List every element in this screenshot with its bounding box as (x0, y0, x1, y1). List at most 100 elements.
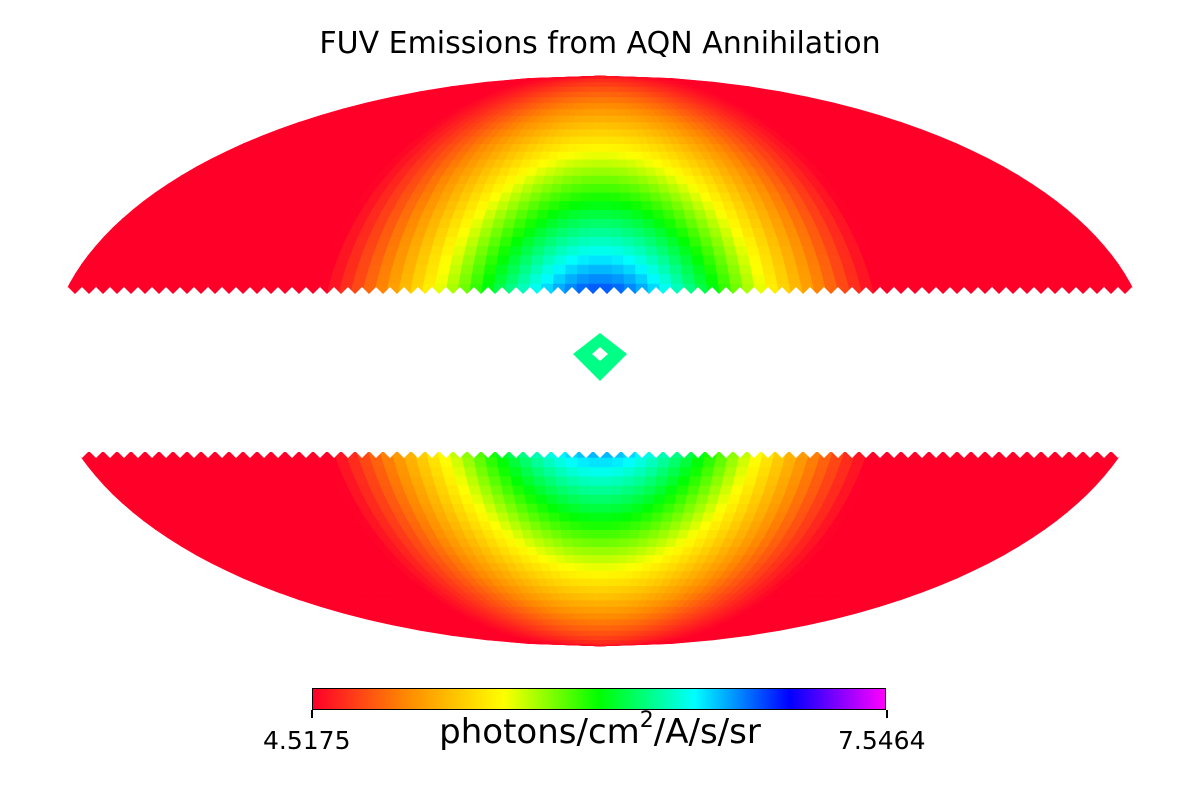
sky-pixel (631, 494, 644, 504)
sky-pixel (591, 570, 601, 579)
sky-pixel (617, 546, 629, 556)
sky-pixel (665, 475, 679, 486)
sky-pixel (727, 273, 742, 284)
sky-pixel (620, 503, 633, 513)
sky-pixel (620, 209, 633, 219)
sky-pixel (623, 143, 634, 152)
sky-pixel (615, 143, 626, 152)
sky-pixel (581, 554, 592, 564)
sky-pixel (599, 227, 612, 237)
sky-pixel (593, 606, 601, 614)
sky-pixel (546, 209, 559, 219)
sky-pixel (513, 494, 527, 504)
sky-pixel (632, 484, 645, 495)
sky-pixel (567, 494, 580, 504)
sky-pixel (606, 121, 615, 130)
sky-pixel (591, 136, 601, 144)
sky-pixel (555, 484, 568, 495)
sky-pixel (630, 209, 643, 219)
sky-pixel (605, 108, 613, 116)
sky-pixel (485, 466, 500, 477)
sky-pixel (599, 183, 611, 193)
sky-pixel (663, 494, 677, 504)
sky-pixel (570, 537, 582, 547)
sky-pixel (651, 503, 664, 513)
sky-pixel (589, 200, 601, 210)
sky-pixel (604, 612, 612, 620)
sky-pixel (652, 494, 666, 504)
sky-pixel (660, 511, 673, 522)
sky-pixel (690, 457, 705, 468)
sky-pixel (527, 200, 540, 210)
sky-pixel (714, 264, 729, 275)
sky-pixel (650, 200, 663, 210)
sky-pixel (630, 503, 643, 513)
sky-pixel (599, 96, 606, 104)
sky-pixel (625, 554, 637, 564)
sky-pixel (548, 192, 561, 202)
sky-pixel (470, 273, 484, 284)
sky-pixel (590, 546, 601, 556)
sky-pixel (576, 254, 589, 265)
sky-pixel (646, 273, 660, 284)
sky-pixel (713, 457, 728, 468)
sky-pixel (716, 273, 730, 284)
sky-pixel (645, 254, 658, 265)
sky-pixel (449, 254, 464, 265)
sky-pixel (599, 264, 613, 275)
sky-pixel (621, 484, 634, 495)
sky-pixel (593, 612, 601, 620)
sky-pixel (608, 546, 619, 556)
sky-pixel (624, 151, 635, 160)
sky-pixel (599, 511, 611, 522)
sky-pixel (616, 554, 628, 564)
sky-pixel (580, 175, 592, 185)
sky-pixel (616, 158, 628, 168)
sky-pixel (545, 218, 558, 228)
sky-pixel (599, 494, 612, 504)
sky-pixel (522, 484, 536, 495)
sky-pixel (667, 254, 682, 265)
sky-pixel (513, 218, 527, 228)
sky-pixel (570, 529, 582, 539)
sky-pixel (577, 227, 590, 237)
sky-pixel (577, 236, 590, 247)
sky-pixel (599, 102, 607, 110)
sky-pixel (711, 245, 726, 256)
sky-pixel (582, 562, 593, 571)
sky-pixel (610, 218, 622, 228)
sky-pixel (532, 236, 546, 247)
sky-pixel (658, 192, 672, 202)
sky-pixel (593, 108, 601, 116)
sky-pixel (554, 236, 568, 247)
sky-pixel (620, 218, 633, 228)
sky-pixel (579, 192, 591, 202)
sky-pixel (599, 529, 611, 539)
sky-pixel (618, 183, 630, 193)
sky-pixel (556, 218, 569, 228)
sky-pixel (529, 264, 543, 275)
sky-pixel (572, 158, 584, 168)
sky-pixel (472, 254, 487, 265)
sky-pixel (590, 166, 601, 176)
sky-pixel (644, 466, 658, 477)
sky-pixel (579, 183, 591, 193)
sky-pixel (560, 183, 572, 193)
sky-pixel (618, 529, 630, 539)
sky-pixel (638, 529, 650, 539)
sky-pixel (668, 264, 682, 275)
sky-pixel (588, 254, 601, 265)
sky-pixel (599, 151, 609, 160)
sky-pixel (622, 273, 636, 284)
sky-pixel (563, 158, 575, 168)
sky-pixel (619, 520, 631, 531)
sky-pixel (682, 209, 696, 219)
sky-pixel (511, 484, 525, 495)
sky-pixel (487, 475, 502, 486)
sky-pixel (622, 136, 633, 144)
sky-pixel (590, 175, 601, 185)
sky-pixel (599, 585, 608, 594)
sky-pixel (622, 457, 635, 468)
sky-pixel (500, 484, 514, 495)
sky-pixel (587, 264, 601, 275)
